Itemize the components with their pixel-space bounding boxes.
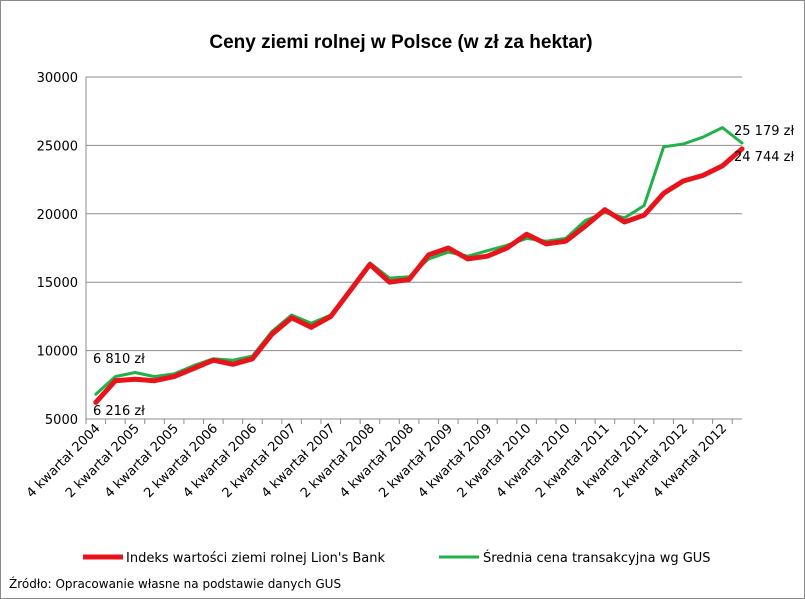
x-tick-label: 4 kwartał 2012 [650, 421, 730, 501]
annotation-gus-end: 25 179 zł [734, 124, 794, 139]
y-tick-label: 15000 [37, 276, 78, 291]
y-tick-label: 20000 [37, 208, 78, 223]
legend-label-lions-bank: Indeks wartości ziemi rolnej Lion's Bank [126, 551, 386, 566]
y-tick-label: 25000 [37, 139, 78, 154]
series-line-gus [94, 126, 744, 396]
annotation-gus-start: 6 810 zł [93, 352, 145, 367]
y-tick-label: 10000 [37, 345, 78, 360]
series-line-lions-bank [93, 146, 745, 405]
data-annotations: 6 810 zł 6 216 zł 25 179 zł 24 744 zł [93, 124, 794, 419]
source-note: Źródło: Opracowanie własne na podstawie … [9, 576, 341, 591]
gridlines [86, 76, 742, 352]
legend: Indeks wartości ziemi rolnej Lion's Bank… [83, 550, 711, 566]
annotation-lion-end: 24 744 zł [734, 150, 794, 165]
y-tick-label: 30000 [37, 71, 78, 86]
y-tick-label: 5000 [45, 413, 78, 428]
series-layer [93, 126, 745, 405]
annotation-lion-start: 6 216 zł [93, 404, 145, 419]
legend-label-gus: Średnia cena transakcyjna wg GUS [483, 550, 711, 566]
y-axis: 5000 10000 15000 20000 25000 30000 [37, 71, 87, 428]
chart-title: Ceny ziemi rolnej w Polsce (w zł za hekt… [209, 32, 592, 53]
